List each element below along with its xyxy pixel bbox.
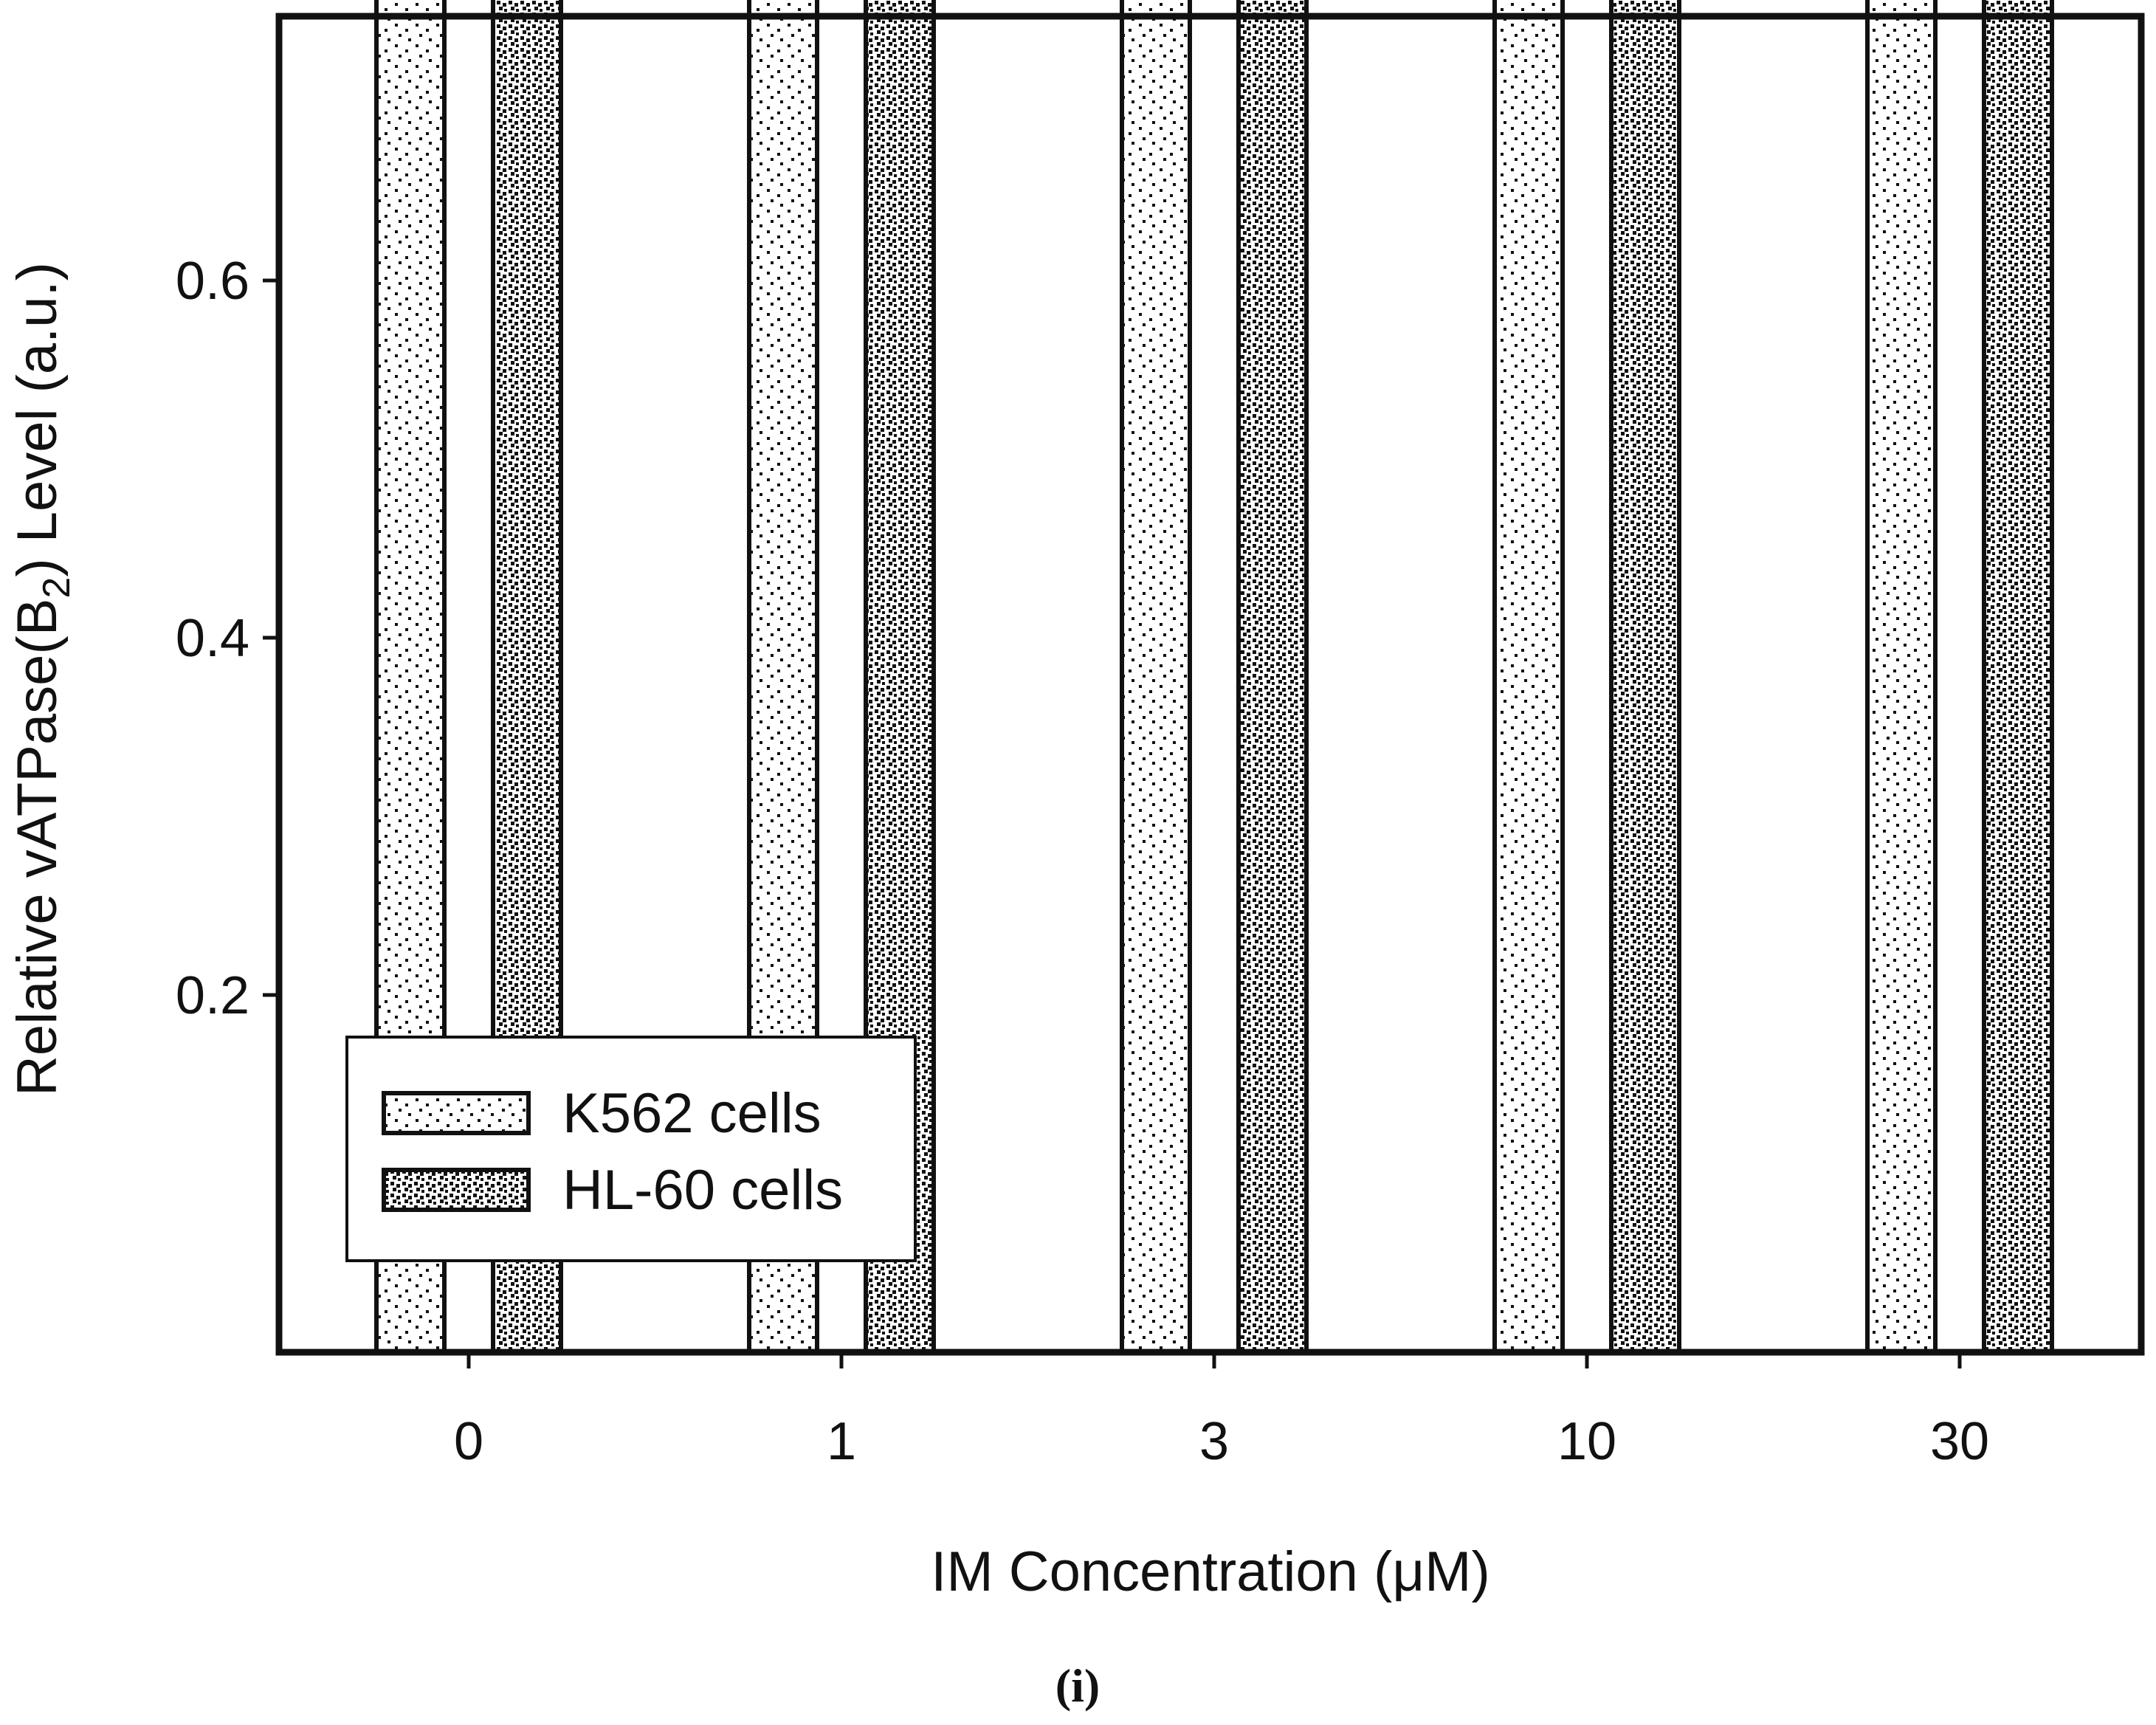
axes-layer: 0.20.40.60.81.01.21.40131030: [176, 13, 2145, 1471]
x-tick-label-10: 10: [1557, 1412, 1616, 1471]
legend-swatch-hl60: [382, 1168, 531, 1212]
labels-layer: IM Concentration (μM) Relative vATPase(B2…: [6, 262, 1490, 1712]
legend-label-k562: K562 cells: [562, 1082, 822, 1145]
y-tick-label-0.2: 0.2: [176, 966, 249, 1025]
y-axis-label-tail: ) Level (a.u.): [6, 262, 69, 577]
legend-swatch-k562: [382, 1091, 531, 1135]
x-tick-label-1: 1: [827, 1412, 856, 1471]
bar-hl60-10: [1609, 0, 1681, 1354]
x-tick-label-0: 0: [454, 1412, 483, 1471]
bar-k562-10: [1492, 0, 1565, 1354]
bar-k562-30: [1865, 0, 1938, 1355]
panel-label: (i): [1055, 1659, 1100, 1712]
y-tick-label-0.6: 0.6: [176, 252, 249, 311]
y-axis-label-main: Relative vATPase(B: [6, 599, 69, 1096]
bar-hl60-30: [1982, 0, 2054, 1354]
bar-k562-3: [1120, 0, 1192, 1354]
y-axis-label: Relative vATPase(B2) Level (a.u.): [6, 262, 78, 1096]
y-tick-label-0.4: 0.4: [176, 609, 249, 668]
x-axis-label: IM Concentration (μM): [931, 1540, 1490, 1603]
legend-layer: K562 cells HL-60 cells: [345, 1036, 917, 1262]
bar-hl60-3: [1236, 0, 1309, 1354]
legend-box: [345, 1036, 917, 1262]
x-tick-label-3: 3: [1199, 1412, 1229, 1471]
plot-frame: [275, 13, 2145, 1356]
legend-label-hl60: HL-60 cells: [562, 1159, 843, 1222]
x-tick-label-30: 30: [1930, 1412, 1989, 1471]
y-axis-label-subscript: 2: [35, 577, 78, 599]
